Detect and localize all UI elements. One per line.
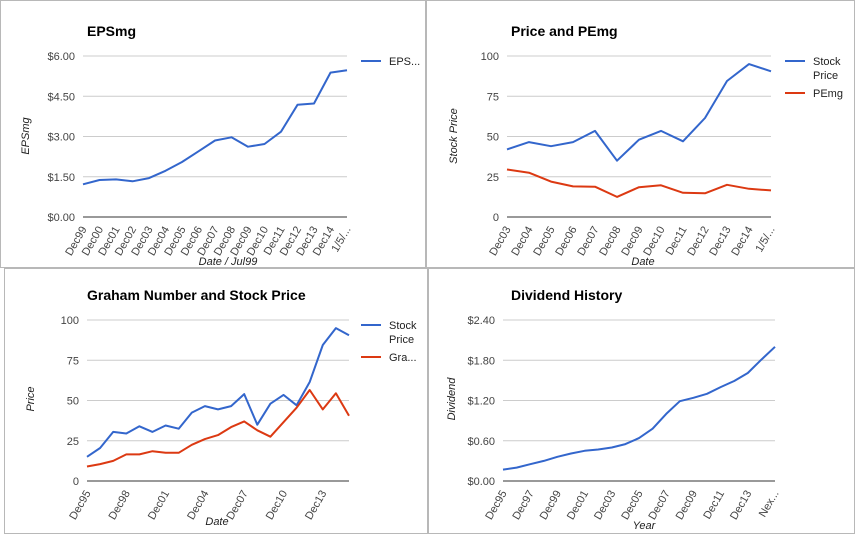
dividend-y-axis-title: Dividend xyxy=(446,377,458,421)
graham-chart-title: Graham Number and Stock Price xyxy=(87,287,306,303)
dividend-y-tick-label: $2.40 xyxy=(467,315,495,327)
eps-y-tick-label: $0.00 xyxy=(47,212,75,224)
dividend-x-tick-label: Dec95 xyxy=(483,489,509,523)
graham-x-tick-label: Dec01 xyxy=(146,489,172,523)
dividend-chart-panel: Dividend History $0.00 $0.60 $1.20 $1.80 $2.4… xyxy=(428,268,855,534)
eps-y-tick-label: $3.00 xyxy=(47,132,75,144)
eps-y-tick-label: $4.50 xyxy=(47,91,75,103)
dividend-x-tick-label: Dec03 xyxy=(592,489,618,523)
graham-chart-panel: Graham Number and Stock Price 0 25 50 75 100 D… xyxy=(4,268,428,534)
eps-x-axis-title: Date / Jul99 xyxy=(199,256,258,268)
price-pe-legend-label: PEmg xyxy=(813,88,843,100)
eps-y-tick-label: $6.00 xyxy=(47,51,75,63)
graham-legend-label: Gra... xyxy=(389,352,417,364)
eps-chart-title: EPSmg xyxy=(87,23,136,39)
dividend-y-tick-label: $1.20 xyxy=(467,396,495,408)
graham-x-tick-label: Dec10 xyxy=(264,489,290,523)
dividend-x-tick-label: Dec11 xyxy=(701,489,727,522)
dividend-x-tick-label: Dec97 xyxy=(511,489,537,523)
dividend-y-tick-label: $0.60 xyxy=(467,436,495,448)
price-pe-legend-label: Stock xyxy=(813,56,841,68)
price-pe-y-tick-label: 25 xyxy=(487,172,499,184)
dividend-x-tick-label: Dec99 xyxy=(538,489,564,523)
eps-chart: EPSmg$0.00$1.50$3.00$4.50$6.00Dec99Dec00… xyxy=(20,23,420,268)
dividend-chart-title: Dividend History xyxy=(511,287,622,303)
dividend-y-tick-label: $0.00 xyxy=(467,476,495,488)
graham-x-tick-label: Dec95 xyxy=(67,489,93,523)
price-pe-x-axis-title: Date xyxy=(631,256,654,268)
price-pe-chart-title: Price and PEmg xyxy=(511,23,618,39)
price-pe-legend-label: Price xyxy=(813,70,838,82)
dividend-x-tick-label: Dec07 xyxy=(647,489,673,523)
price-pe-chart: Price and PEmg0255075100Dec03Dec04Dec05D… xyxy=(448,23,843,268)
dividend-x-axis-title: Year xyxy=(633,520,657,532)
dividend-x-tick-label: Dec13 xyxy=(728,489,754,523)
graham-y-tick-label: 0 xyxy=(73,476,79,488)
graham-series-line-1 xyxy=(86,327,350,458)
eps-y-axis-title: EPSmg xyxy=(20,116,32,154)
price-pe-y-tick-label: 75 xyxy=(487,91,499,103)
graham-y-tick-label: 50 xyxy=(67,396,79,408)
graham-y-tick-label: 100 xyxy=(61,315,79,327)
graham-y-tick-label: 75 xyxy=(67,355,79,367)
dividend-chart: Dividend History $0.00 $0.60 $1.20 $1.80 $2.4… xyxy=(446,287,782,532)
graham-series-line-2 xyxy=(86,389,350,468)
graham-legend-label: Price xyxy=(389,334,414,346)
dividend-y-tick-label: $1.80 xyxy=(467,355,495,367)
eps-y-tick-label: $1.50 xyxy=(47,172,75,184)
dividend-x-tick-label: Dec09 xyxy=(674,489,700,523)
price-pe-chart-panel: Price and PEmg 0 25 50 75 100 Dec03 Dec04 Dec05 D… xyxy=(426,0,855,268)
price-pe-y-tick-label: 0 xyxy=(493,212,499,224)
graham-x-axis-title: Date xyxy=(205,516,228,528)
dividend-x-tick-label: Dec05 xyxy=(619,489,645,523)
price-pe-series-line-1 xyxy=(506,63,772,162)
graham-y-tick-label: 25 xyxy=(67,436,79,448)
price-pe-y-tick-label: 100 xyxy=(481,51,499,63)
price-pe-x-tick-label: Dec10 xyxy=(641,225,667,259)
graham-legend-label: Stock xyxy=(389,320,417,332)
price-pe-x-tick-label: 1/5/... xyxy=(753,225,777,255)
price-pe-y-axis-title: Stock Price xyxy=(448,108,460,164)
graham-y-axis-title: Price xyxy=(25,386,37,411)
eps-series-line-1 xyxy=(82,69,348,186)
dividend-series-line-1 xyxy=(502,346,776,471)
graham-x-tick-label: Dec13 xyxy=(303,489,329,523)
price-pe-x-tick-label: Dec14 xyxy=(729,225,755,259)
eps-chart-panel: EPSmg $0.00 $1.50 $3.00 $4.50 $6.00 Dec99 Dec00… xyxy=(0,0,426,268)
graham-x-tick-label: Dec98 xyxy=(107,489,133,523)
eps-legend-label: EPS... xyxy=(389,56,420,68)
price-pe-series-line-2 xyxy=(506,168,772,198)
dividend-x-tick-label: Nex... xyxy=(757,489,782,520)
dividend-x-tick-label: Dec01 xyxy=(565,489,591,523)
graham-chart: Graham Number and Stock Price 0 25 50 75 100 D… xyxy=(25,287,417,528)
price-pe-y-tick-label: 50 xyxy=(487,132,499,144)
